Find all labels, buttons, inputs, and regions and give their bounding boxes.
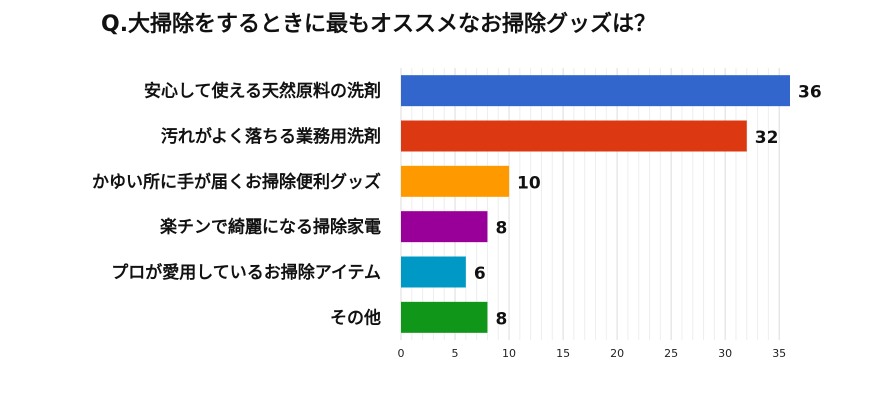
bar <box>401 165 510 197</box>
value-label: 8 <box>495 309 507 329</box>
bar <box>401 301 488 333</box>
category-label: 汚れがよく落ちる業務用洗剤 <box>161 126 381 147</box>
bar <box>401 75 790 107</box>
value-label: 8 <box>495 219 507 239</box>
x-tick-label: 20 <box>610 347 624 360</box>
category-label: かゆい所に手が届くお掃除便利グッズ <box>92 171 381 192</box>
chart-title: Q.大掃除をするときに最もオススメなお掃除グッズは？ <box>101 11 656 37</box>
value-label: 6 <box>474 264 486 284</box>
bar <box>401 120 747 152</box>
category-label: 安心して使える天然原料の洗剤 <box>144 81 381 102</box>
x-tick-label: 25 <box>664 347 678 360</box>
value-label: 10 <box>517 173 541 193</box>
category-label: その他 <box>330 307 381 328</box>
x-tick-label: 10 <box>502 347 516 360</box>
x-tick-label: 0 <box>398 347 405 360</box>
bars <box>401 75 790 333</box>
value-label: 36 <box>798 83 822 103</box>
bar <box>401 256 466 288</box>
category-label: プロが愛用しているお掃除アイテム <box>111 262 381 283</box>
value-label: 32 <box>755 128 779 148</box>
value-labels: 36 32 10 8 6 8 <box>474 83 822 330</box>
minor-gridlines <box>411 68 769 340</box>
category-labels: 安心して使える天然原料の洗剤汚れがよく落ちる業務用洗剤かゆい所に手が届くお掃除便… <box>92 81 381 329</box>
category-label: 楽チンで綺麗になる掃除家電 <box>160 217 381 238</box>
bar <box>401 211 488 243</box>
x-tick-label: 15 <box>556 347 570 360</box>
x-tick-label: 30 <box>718 347 732 360</box>
major-gridlines <box>400 68 780 340</box>
x-tick-label: 35 <box>772 347 786 360</box>
x-axis-tick-labels: 0 5 10 15 20 25 30 35 <box>398 347 787 360</box>
x-tick-label: 5 <box>452 347 459 360</box>
